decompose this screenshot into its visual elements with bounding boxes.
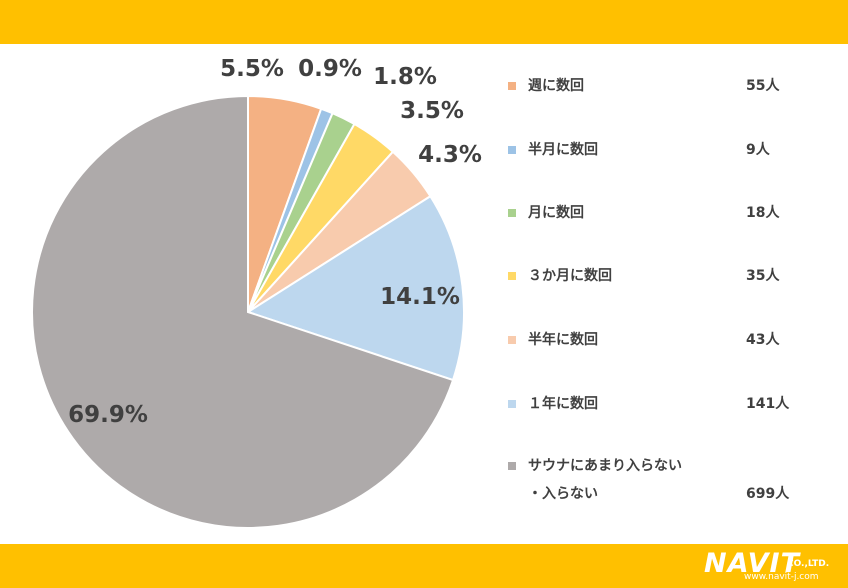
pie-slice [245, 194, 465, 382]
legend-swatch [508, 272, 516, 280]
legend-label: サウナにあまり入らない [528, 458, 682, 474]
legend-count: 43人 [746, 332, 780, 348]
legend-count: 18人 [746, 205, 780, 221]
legend-swatch [508, 209, 516, 217]
logo-word: NAVIT [704, 548, 801, 579]
slice-percent-label: 4.3% [418, 142, 482, 168]
legend-count: 35人 [746, 268, 780, 284]
legend-item: サウナにあまり入らない 699人 ・入らない [508, 456, 808, 502]
legend-item: ３か月に数回 35人 [508, 266, 808, 290]
legend-count: 9人 [746, 142, 770, 158]
pie-slice [31, 94, 455, 529]
bottom-band [0, 544, 848, 588]
legend-item: 週に数回 55人 [508, 76, 808, 100]
pie-chart: 5.5% 0.9% 1.8% 3.5% 4.3% 14.1% 69.9% [31, 56, 482, 529]
logo-url: www.navit-j.com [744, 572, 819, 582]
legend-item: 月に数回 18人 [508, 203, 808, 227]
legend-swatch [508, 400, 516, 408]
legend-label: 週に数回 [528, 78, 584, 94]
logo-company-suffix: CO.,LTD. [787, 559, 830, 569]
legend-swatch [508, 462, 516, 470]
slice-percent-label: 0.9% [298, 56, 362, 82]
slice-percent-label: 5.5% [220, 56, 284, 82]
legend-label: 半年に数回 [528, 332, 598, 348]
legend-item: １年に数回 141人 [508, 394, 808, 418]
legend-item: 半月に数回 9人 [508, 140, 808, 164]
slice-percent-label: 3.5% [400, 98, 464, 124]
legend-count: 141人 [746, 396, 790, 412]
navit-logo: NAVIT CO.,LTD. www.navit-j.com [704, 548, 840, 582]
legend-item: 半年に数回 43人 [508, 330, 808, 354]
slice-percent-label: 14.1% [380, 284, 460, 310]
slice-percent-label: 69.9% [68, 402, 148, 428]
legend-label: 月に数回 [528, 205, 584, 221]
legend-label: 半月に数回 [528, 142, 598, 158]
legend-label-line2: ・入らない [528, 486, 598, 502]
legend-label: ３か月に数回 [528, 268, 612, 284]
legend-count: 55人 [746, 78, 780, 94]
legend-swatch [508, 146, 516, 154]
legend-swatch [508, 82, 516, 90]
legend-swatch [508, 336, 516, 344]
legend-count: 699人 [746, 486, 790, 502]
slice-percent-label: 1.8% [373, 64, 437, 90]
legend-label: １年に数回 [528, 396, 598, 412]
top-band [0, 0, 848, 44]
